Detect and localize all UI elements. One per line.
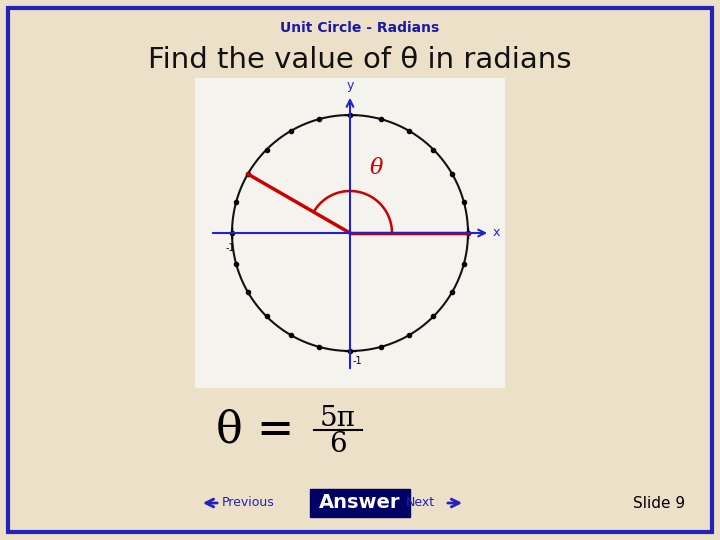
Text: 6: 6 — [329, 430, 347, 457]
Text: θ =: θ = — [216, 408, 294, 451]
Text: -1: -1 — [353, 356, 363, 366]
Text: Find the value of θ in radians: Find the value of θ in radians — [148, 46, 572, 74]
Text: Next: Next — [406, 496, 435, 510]
Text: Answer: Answer — [319, 494, 401, 512]
Text: -1: -1 — [225, 243, 235, 253]
Text: Unit Circle - Radians: Unit Circle - Radians — [280, 21, 440, 35]
Bar — [195, 78, 505, 388]
Text: 5π: 5π — [320, 404, 356, 431]
Text: Slide 9: Slide 9 — [633, 496, 685, 510]
Text: y: y — [346, 79, 354, 92]
Text: Previous: Previous — [222, 496, 275, 510]
Bar — [310, 489, 410, 517]
Text: x: x — [493, 226, 500, 240]
Text: θ: θ — [370, 157, 384, 179]
